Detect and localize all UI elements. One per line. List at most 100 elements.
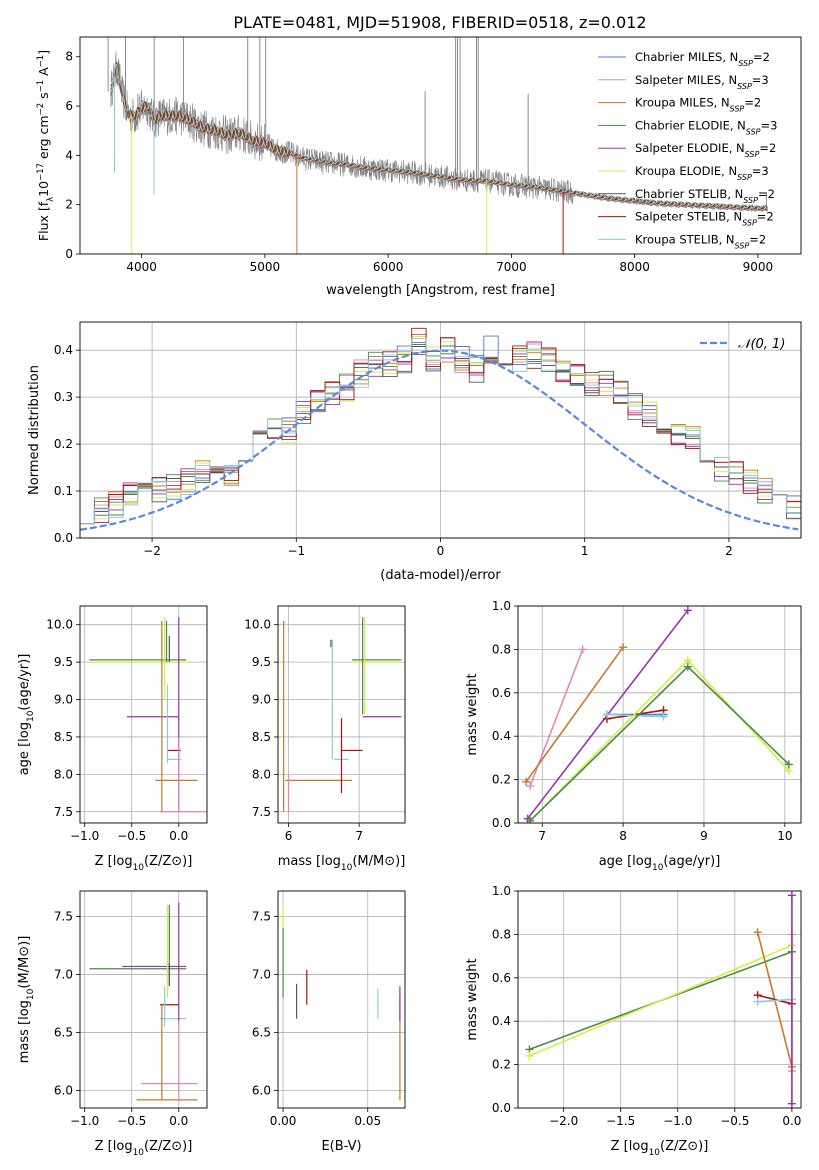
label-part: (M/M⊙)] [17,936,32,989]
x-tick-label: 9 [700,829,708,843]
series-line [606,713,664,718]
y-tick-label: 7.5 [54,910,73,924]
y-tick-label: 4 [65,148,73,162]
label-part: (M/M⊙)] [352,854,405,869]
x-tick-label: 2 [725,544,733,558]
x-tick-label: 9000 [743,260,774,274]
series-marker [753,928,762,937]
figure-title: PLATE=0481, MJD=51908, FIBERID=0518, z=0… [233,13,646,32]
legend-label: Kroupa STELIB, NSSP=2 [635,232,766,250]
axes-frame [79,36,802,255]
legend-label-main: Salpeter MILES, N [635,73,737,87]
x-tick-label: 7000 [496,260,527,274]
x-tick-label: −1.5 [606,1114,635,1128]
axes-frame [517,605,802,824]
legend-label-main: Kroupa MILES, N [635,96,730,110]
y-tick-label: 9.5 [54,655,73,669]
y-tick-label: 2 [65,198,73,212]
x-tick-label: −0.5 [117,829,146,843]
label-part: Z [log [95,854,133,869]
plot-area-mass_vs_Z [89,902,198,1101]
label-sub: 10 [133,1148,145,1158]
legend-label: Salpeter MILES, NSSP=3 [635,73,769,91]
axes-mass_vs_ebv: 0.00 0.05 6.0 6.5 7.0 7.5 E(B-V) [252,890,406,1154]
plot-area-mass_vs_ebv [282,904,401,1100]
label-part: (Z/Z⊙)] [144,1139,192,1154]
series-line [525,646,624,783]
y-tick-label: 0.2 [492,773,511,787]
y-tick-label: 10.0 [244,618,271,632]
model-spectrum-line [110,63,768,209]
x-tick-label: 4000 [126,260,157,274]
legend-label-main: Salpeter ELODIE, N [635,141,745,155]
legend-label-suffix: =3 [752,73,769,87]
label-part: mass [log [17,1000,32,1063]
x-axis-label: Z [log10(Z/Z⊙)] [95,854,193,873]
series-marker [526,782,535,791]
y-tick-label: 6 [65,99,73,113]
y-axis-label: mass [log10(M/M⊙)] [17,936,36,1064]
y-tick-label: 9.0 [54,693,73,707]
y-tick-label: 8.0 [54,767,73,781]
histogram-step-line [80,337,801,538]
y-axis-label-part: erg cm [36,115,51,163]
legend-label-suffix: =3 [752,164,769,178]
y-tick-label: 0.8 [492,927,511,941]
x-axis-label: (data-model)/error [380,568,501,583]
axes-frame [79,321,802,539]
legend-label: Salpeter ELODIE, NSSP=2 [635,141,776,159]
x-tick-label: 0.0 [782,1114,801,1128]
legend-label-sub: SSP [742,218,757,227]
legend-label-suffix: =2 [759,141,776,155]
series-marker [787,1099,796,1108]
x-axis-label: age [log10(age/yr)] [599,854,721,873]
y-tick-label: 0.2 [492,1058,511,1072]
legend-label-suffix: =2 [744,96,761,110]
x-tick-label: −1.0 [663,1114,692,1128]
y-tick-label: 8 [65,50,73,64]
x-tick-label: −0.5 [720,1114,749,1128]
x-axis-label: E(B-V) [321,1139,361,1154]
y-axis-label: Normed distribution [27,365,42,495]
legend-label-suffix: =2 [749,232,766,246]
y-tick-label: 7.0 [252,968,271,982]
y-tick-label: 6.5 [54,1026,73,1040]
x-tick-label: 10 [777,829,792,843]
plot-area-age_vs_Z [89,617,207,813]
series-marker [683,606,692,615]
series-marker [784,760,793,769]
plot-area-residual_hist [80,327,801,538]
series-line [757,994,793,1005]
label-sub: 10 [26,988,36,1000]
x-tick-label: 0.05 [354,1114,381,1128]
y-axis-label-part: −2 [36,103,46,116]
label-part: (age/yr)] [663,854,720,869]
y-tick-label: 6.0 [54,1084,73,1098]
legend-hist: 𝒩(0, 1) [700,337,785,352]
panel-age_vs_mass: 6 7 7.5 8.0 8.5 9.0 9.5 10.0 mass [log10(M/M⊙)] [244,605,406,873]
label-part: Z [log [95,1139,133,1154]
legend-label-sub: SSP [743,195,758,204]
model-spectrum-line [110,62,768,210]
series-marker [787,891,796,900]
x-tick-label: −2 [143,544,161,558]
x-axis-label: Z [log10(Z/Z⊙)] [611,1139,709,1158]
legend-label: Kroupa ELODIE, NSSP=3 [635,164,769,182]
label-part: (Z/Z⊙)] [660,1139,708,1154]
y-tick-label: 0.4 [492,1014,511,1028]
label-sub: 10 [133,863,145,873]
legend-label-sub: SSP [746,127,761,136]
x-tick-label: 8000 [619,260,650,274]
y-axis-label-part: ] [36,50,51,55]
plot-area-massweight_vs_Z [525,891,796,1108]
y-tick-label: 7.5 [252,910,271,924]
legend-label: Chabrier STELIB, NSSP=2 [635,187,775,205]
x-axis-label: Z [log10(Z/Z⊙)] [95,1139,193,1158]
legend-label-main: Salpeter STELIB, N [635,210,742,224]
y-axis-label-part: A [36,67,51,80]
x-tick-label: 8 [619,829,627,843]
series-marker [683,662,692,671]
series-marker [659,712,668,721]
panel-spectrum: 4000 5000 6000 7000 8000 9000 0 2 4 6 8 Chabrier MI… [36,36,802,298]
axes-frame [517,890,802,1109]
